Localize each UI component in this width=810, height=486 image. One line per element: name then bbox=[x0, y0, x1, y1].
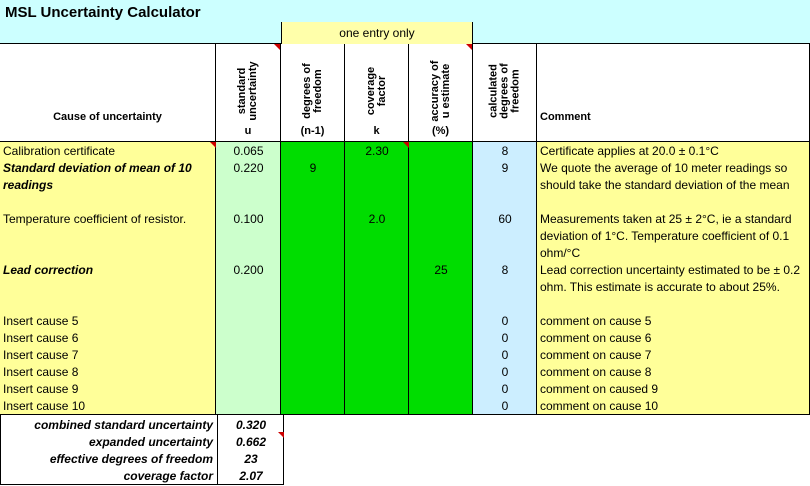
std-uncertainty-cell[interactable]: 0.220 bbox=[233, 161, 264, 175]
comment-cell[interactable]: Certificate applies at 20.0 ± 0.1°C bbox=[540, 144, 719, 158]
comment-cell[interactable]: comment on cause 10 bbox=[540, 399, 659, 413]
std-uncertainty-symbol: u bbox=[244, 125, 252, 137]
accuracy-symbol: (%) bbox=[431, 125, 450, 137]
calc-dof-column bbox=[473, 142, 537, 415]
cause-cell[interactable]: Calibration certificate bbox=[3, 144, 116, 158]
accuracy-label-1: accuracy of bbox=[428, 59, 441, 122]
comment-marker-icon[interactable] bbox=[278, 432, 284, 438]
coverage-factor-value[interactable]: 2.07 bbox=[239, 469, 263, 483]
calc-dof-cell: 8 bbox=[501, 263, 509, 277]
dof-cell[interactable]: 9 bbox=[309, 161, 317, 175]
calc-dof-cell: 0 bbox=[501, 365, 509, 379]
comment-cell[interactable]: comment on cause 8 bbox=[540, 365, 652, 379]
summary-box: combined standard uncertainty 0.320 expa… bbox=[0, 415, 284, 485]
cause-cell[interactable]: Insert cause 8 bbox=[3, 365, 79, 379]
calc-dof-cell: 9 bbox=[501, 161, 509, 175]
accuracy-column bbox=[409, 142, 473, 415]
expanded-uncertainty-value[interactable]: 0.662 bbox=[235, 435, 267, 449]
comment-cell[interactable]: We quote the average of 10 meter reading… bbox=[540, 161, 790, 192]
calc-dof-cell: 8 bbox=[501, 144, 509, 158]
summary-divider bbox=[217, 415, 218, 484]
comment-header-label: Comment bbox=[540, 111, 591, 123]
comment-cell[interactable]: comment on caused 9 bbox=[540, 382, 659, 396]
std-uncertainty-cell[interactable]: 0.200 bbox=[233, 263, 264, 277]
comment-marker-icon[interactable] bbox=[403, 142, 409, 148]
header-comment: Comment bbox=[537, 44, 810, 142]
std-uncertainty-label-2: uncertainty bbox=[247, 60, 259, 121]
calc-dof-cell: 0 bbox=[501, 348, 509, 362]
comment-marker-icon[interactable] bbox=[210, 142, 216, 148]
cause-column bbox=[0, 142, 216, 415]
coverage-factor-label: coverage factor bbox=[123, 469, 213, 483]
std-uncertainty-cell[interactable]: 0.100 bbox=[233, 212, 264, 226]
calc-dof-cell: 0 bbox=[501, 382, 509, 396]
coverage-symbol: k bbox=[373, 125, 380, 137]
effective-dof-label: effective degrees of freedom bbox=[49, 452, 213, 466]
cause-cell[interactable]: Insert cause 5 bbox=[3, 314, 79, 328]
coverage-cell[interactable]: 2.0 bbox=[368, 212, 386, 226]
accuracy-cell[interactable]: 25 bbox=[434, 263, 448, 277]
calc-dof-label-3: freedom bbox=[509, 68, 521, 113]
coverage-column bbox=[345, 142, 409, 415]
calc-dof-cell: 0 bbox=[501, 314, 509, 328]
std-uncertainty-column bbox=[216, 142, 281, 415]
header-cause: Cause of uncertainty bbox=[0, 44, 216, 142]
page-title: MSL Uncertainty Calculator bbox=[5, 4, 201, 21]
cause-cell[interactable]: Insert cause 7 bbox=[3, 348, 79, 362]
cause-header-label: Cause of uncertainty bbox=[53, 111, 162, 123]
dof-symbol: (n-1) bbox=[300, 125, 325, 137]
accuracy-label-2: u estimate bbox=[439, 63, 452, 118]
cause-cell[interactable]: Temperature coefficient of resistor. bbox=[3, 212, 187, 226]
comment-cell[interactable]: Lead correction uncertainty estimated to… bbox=[540, 263, 801, 294]
dof-label-1: degrees of bbox=[300, 62, 313, 119]
comment-cell[interactable]: comment on cause 7 bbox=[540, 348, 652, 362]
cause-cell[interactable]: Insert cause 10 bbox=[3, 399, 86, 413]
coverage-cell[interactable]: 2.30 bbox=[365, 144, 389, 158]
calc-dof-cell: 0 bbox=[501, 331, 509, 345]
cause-cell[interactable]: Standard deviation of mean of 10 reading… bbox=[3, 161, 192, 192]
expanded-uncertainty-label: expanded uncertainty bbox=[88, 435, 213, 449]
header-coverage: coverage factor k bbox=[345, 44, 409, 142]
cause-cell[interactable]: Lead correction bbox=[3, 263, 94, 277]
comment-cell[interactable]: comment on cause 5 bbox=[540, 314, 652, 328]
dof-column bbox=[281, 142, 345, 415]
comment-cell[interactable]: comment on cause 6 bbox=[540, 331, 652, 345]
std-uncertainty-cell[interactable]: 0.065 bbox=[233, 144, 264, 158]
combined-uncertainty-value[interactable]: 0.320 bbox=[235, 418, 267, 432]
header-dof: degrees of freedom (n-1) bbox=[281, 44, 345, 142]
comment-marker-icon[interactable] bbox=[274, 44, 280, 50]
calc-dof-cell: 0 bbox=[501, 399, 509, 413]
effective-dof-value[interactable]: 23 bbox=[244, 452, 258, 466]
calc-dof-label-1: calculated bbox=[487, 63, 499, 118]
header-std-uncertainty: standard uncertainty u bbox=[216, 44, 281, 142]
coverage-label-1: coverage bbox=[364, 66, 377, 115]
calc-dof-cell: 60 bbox=[498, 212, 512, 226]
dof-label-2: freedom bbox=[311, 68, 324, 113]
cause-cell[interactable]: Insert cause 9 bbox=[3, 382, 79, 396]
one-entry-note: one entry only bbox=[281, 22, 473, 44]
comment-cell[interactable]: Measurements taken at 25 ± 2°C, ie a sta… bbox=[540, 212, 792, 260]
calc-dof-label-2: degrees of bbox=[498, 62, 510, 119]
cause-cell[interactable]: Insert cause 6 bbox=[3, 331, 79, 345]
header-accuracy: accuracy of u estimate (%) bbox=[409, 44, 473, 142]
header-calc-dof: calculated degrees of freedom bbox=[473, 44, 537, 142]
comment-marker-icon[interactable] bbox=[466, 44, 472, 50]
combined-uncertainty-label: combined standard uncertainty bbox=[34, 418, 213, 432]
coverage-label-2: factor bbox=[375, 75, 388, 106]
